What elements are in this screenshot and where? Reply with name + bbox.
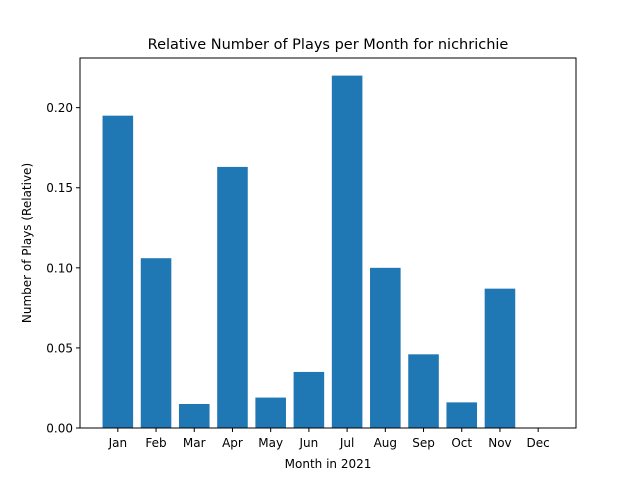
chart-title: Relative Number of Plays per Month for n… (148, 37, 509, 53)
bar-aug (370, 267, 401, 428)
bar-may (255, 397, 286, 428)
y-axis-ticks: 0.00 0.05 0.10 0.15 0.20 (46, 101, 80, 436)
x-tick-label: Jul (339, 436, 354, 450)
y-tick-label: 0.10 (46, 261, 73, 275)
bar-apr (217, 166, 248, 428)
x-tick-label: Jun (299, 436, 319, 450)
bar-mar (178, 403, 210, 428)
x-axis-ticks: Jan Feb Mar Apr May Jun Jul Aug Sep Oct Nov Dec (108, 428, 550, 450)
plot-frame (79, 57, 577, 429)
x-tick-label: Apr (222, 436, 243, 450)
x-tick-label: Aug (374, 436, 397, 450)
x-tick-label: Mar (183, 436, 206, 450)
x-tick-label: Nov (488, 436, 511, 450)
x-tick-label: Oct (451, 436, 472, 450)
x-tick-label: May (258, 436, 283, 450)
bar-oct (446, 402, 478, 428)
y-tick-label: 0.00 (46, 422, 73, 436)
bar-jan (102, 115, 134, 428)
y-tick-label: 0.05 (46, 341, 73, 355)
x-tick-label: Jan (108, 436, 128, 450)
x-axis-label: Month in 2021 (285, 457, 372, 471)
bar-nov (484, 288, 516, 428)
y-tick-label: 0.20 (46, 101, 73, 115)
bar-sep (408, 354, 439, 428)
y-axis-label: Number of Plays (Relative) (20, 163, 34, 323)
x-tick-label: Dec (527, 436, 550, 450)
x-tick-label: Sep (412, 436, 435, 450)
bar-jun (293, 371, 325, 428)
x-tick-label: Feb (145, 436, 166, 450)
bars (102, 75, 516, 428)
y-tick-label: 0.15 (46, 181, 73, 195)
bar-feb (140, 258, 172, 428)
bar-jul (331, 75, 363, 428)
